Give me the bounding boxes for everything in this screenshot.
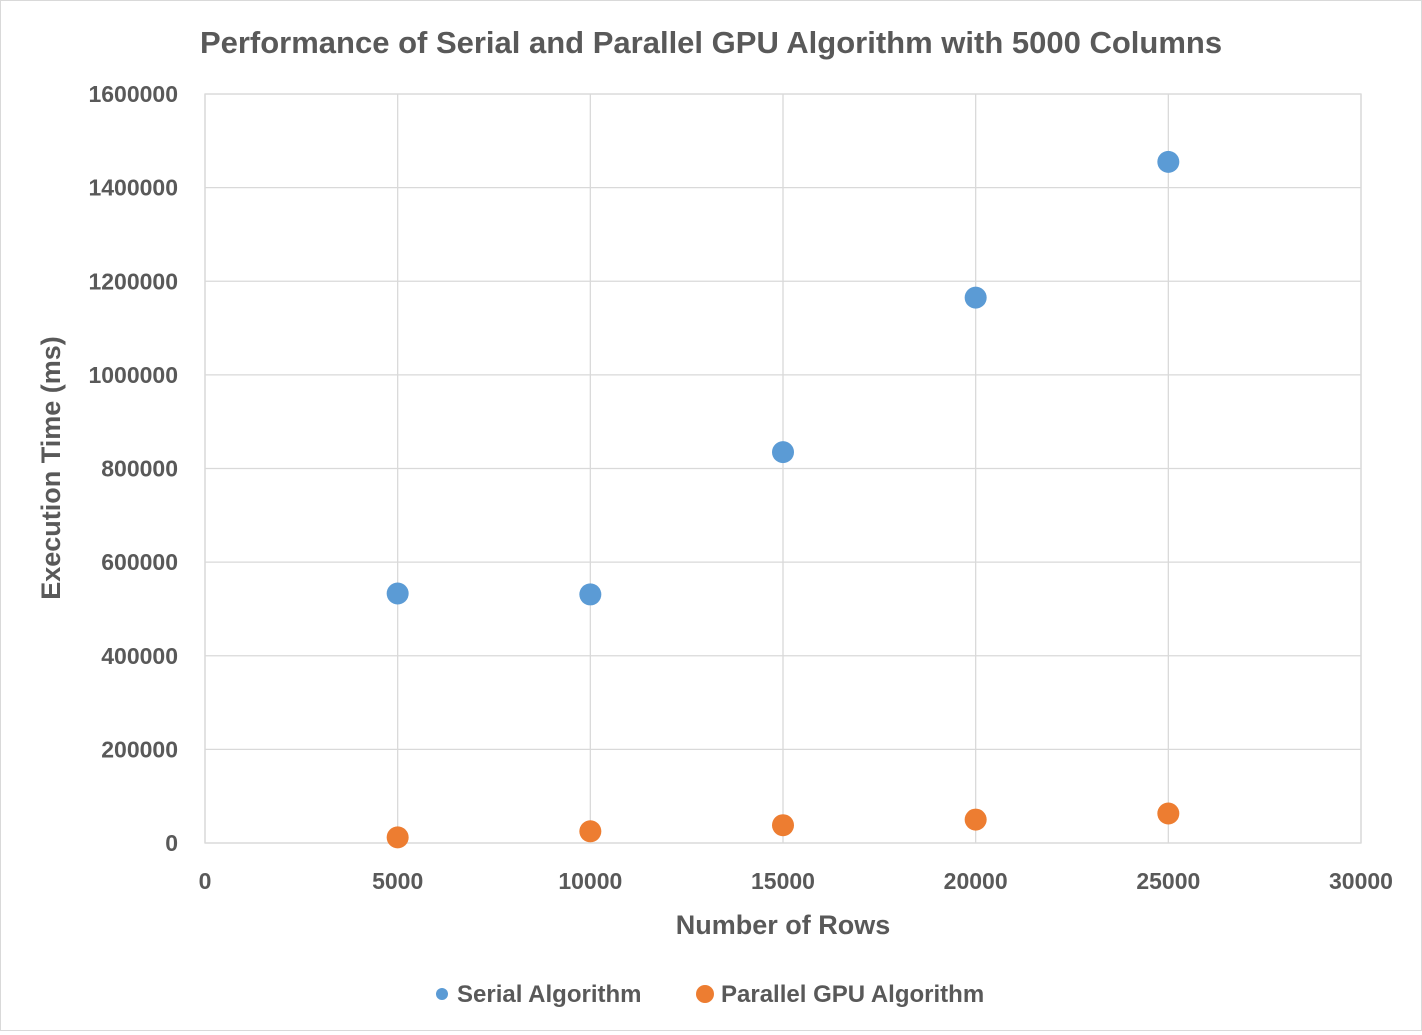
data-point-parallel-gpu: [772, 814, 794, 837]
x-tick-label: 25000: [1136, 868, 1200, 894]
x-tick-label: 15000: [751, 868, 815, 894]
y-tick-label: 600000: [101, 549, 178, 575]
x-tick-label: 30000: [1329, 868, 1393, 894]
plot-border: [204, 93, 1362, 844]
y-tick-label: 400000: [101, 643, 178, 669]
data-point-parallel-gpu: [386, 826, 409, 849]
data-point-serial: [579, 583, 602, 606]
y-tick-label: 1400000: [88, 175, 178, 201]
legend-label-parallel-gpu: Parallel GPU Algorithm: [721, 981, 984, 1008]
y-tick-label: 1000000: [88, 362, 178, 388]
data-points: [386, 150, 1180, 849]
data-point-parallel-gpu: [579, 820, 602, 843]
y-tick-label: 800000: [101, 456, 178, 482]
data-point-parallel-gpu: [1157, 802, 1180, 825]
x-axis-title: Number of Rows: [676, 910, 891, 940]
legend-marker-parallel-gpu: [696, 985, 714, 1003]
y-tick-label: 1200000: [88, 268, 178, 294]
x-tick-label: 0: [199, 868, 212, 894]
y-tick-label: 200000: [101, 736, 178, 762]
y-tick-label: 1600000: [88, 81, 178, 107]
data-point-parallel-gpu: [964, 808, 987, 831]
y-tick-label: 0: [165, 830, 178, 856]
x-tick-label: 10000: [558, 868, 622, 894]
tick-labels: 0200000400000600000800000100000012000001…: [88, 81, 1393, 894]
y-axis-title: Execution Time (ms): [36, 336, 66, 600]
x-tick-label: 20000: [944, 868, 1008, 894]
data-point-serial: [772, 441, 794, 464]
data-point-serial: [386, 582, 409, 605]
x-tick-label: 5000: [372, 868, 423, 894]
data-point-serial: [964, 286, 987, 309]
gridlines: [204, 93, 1362, 844]
legend: Serial Algorithm Parallel GPU Algorithm: [436, 981, 984, 1008]
chart-title: Performance of Serial and Parallel GPU A…: [200, 25, 1222, 60]
data-point-serial: [1157, 150, 1180, 173]
legend-label-serial: Serial Algorithm: [457, 981, 641, 1008]
legend-marker-serial: [436, 988, 448, 1000]
